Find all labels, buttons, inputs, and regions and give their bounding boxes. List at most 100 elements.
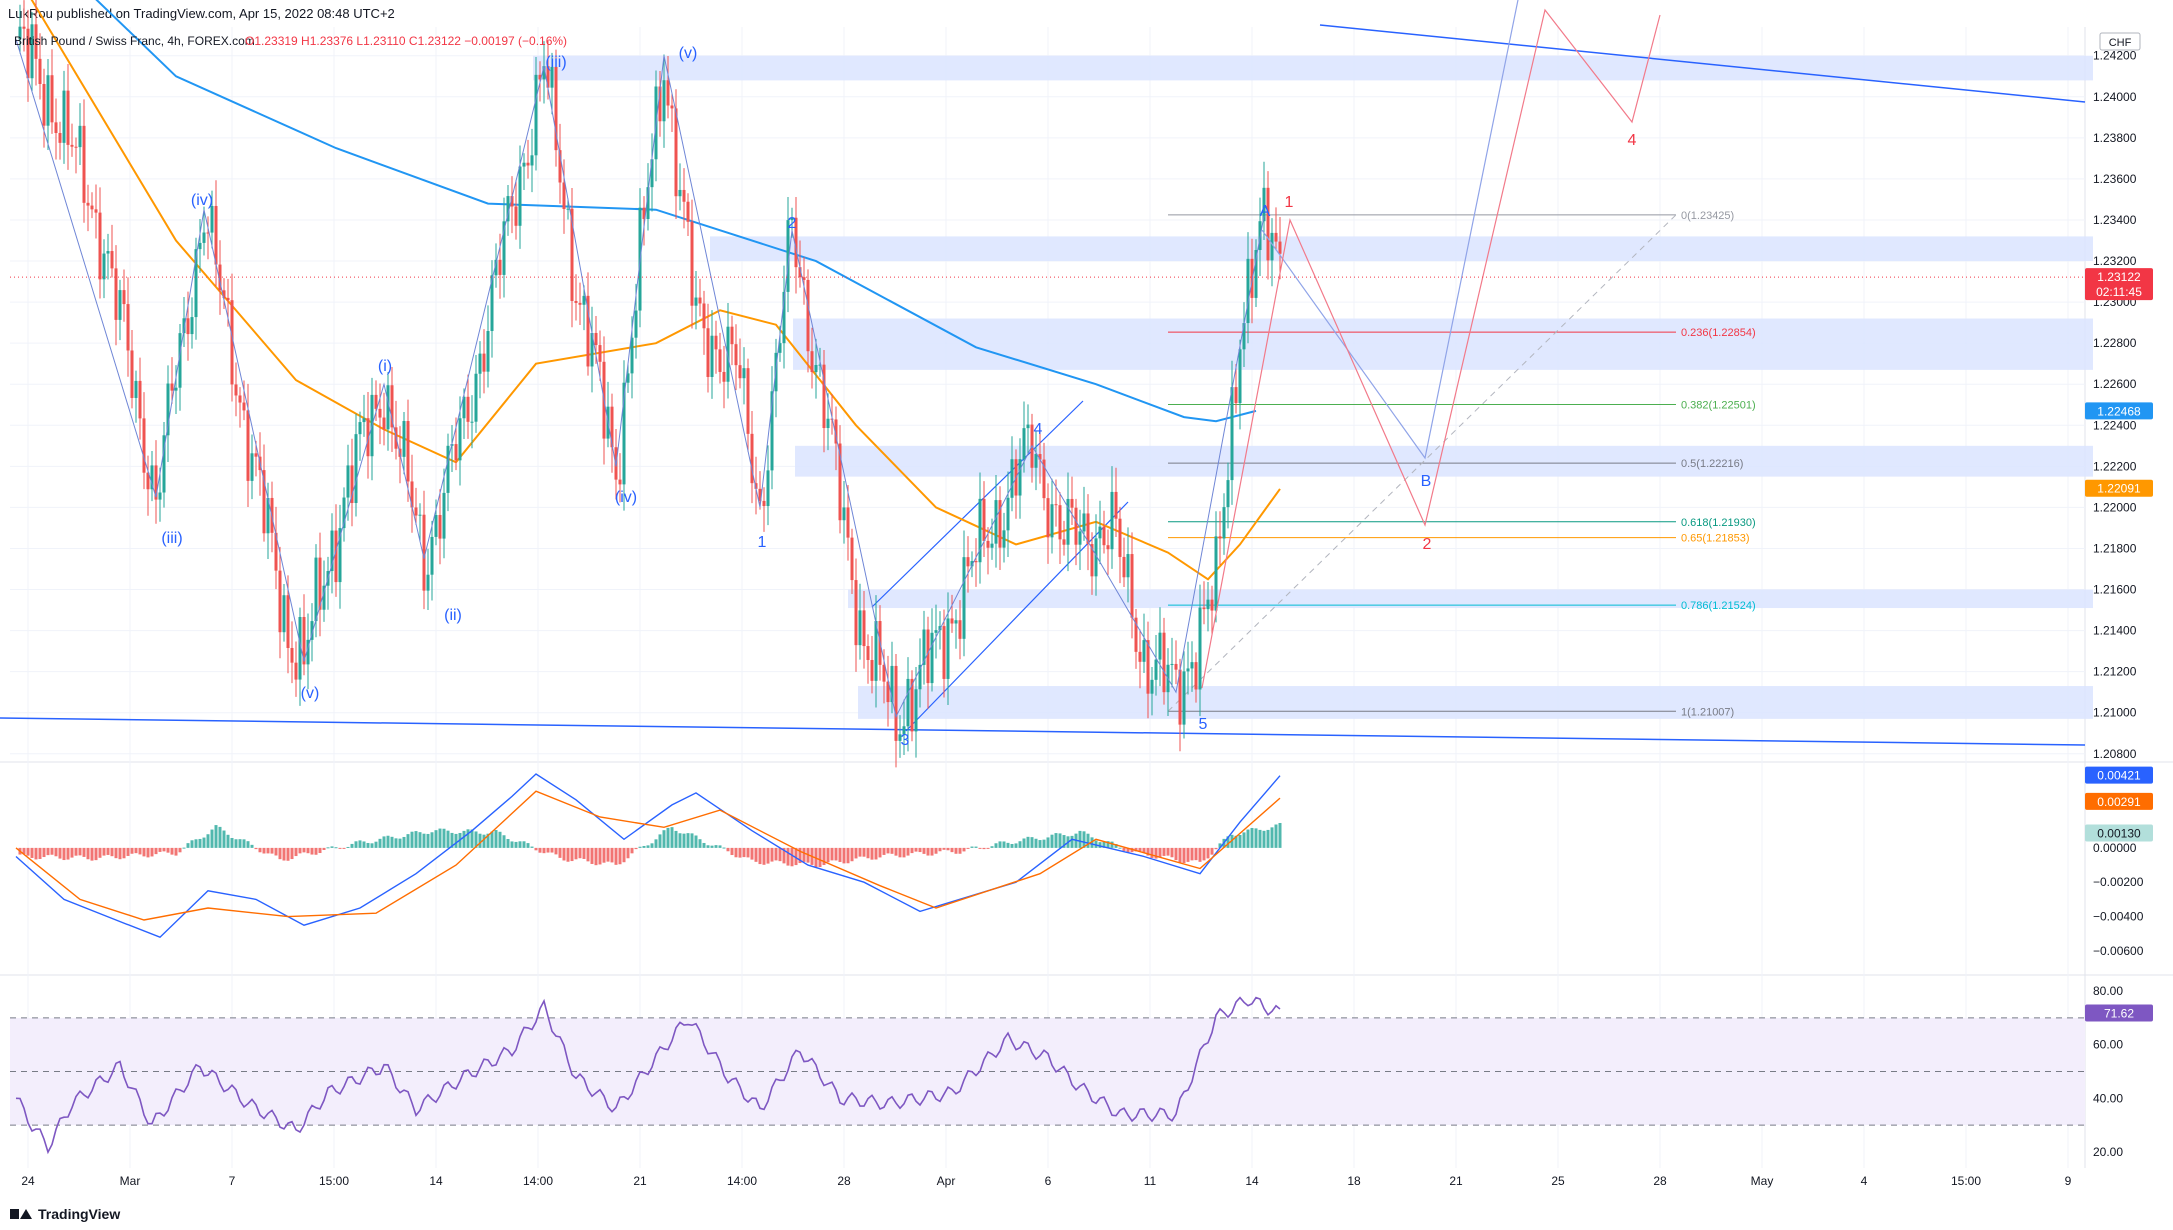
histogram-bar [1194, 847, 1198, 861]
candle-body [998, 500, 1002, 548]
candle-body [1070, 498, 1074, 508]
candle-body [158, 492, 162, 500]
histogram-bar [462, 830, 466, 848]
time-tick-label: 28 [1653, 1174, 1667, 1188]
histogram-bar [118, 847, 122, 860]
candle-body [898, 734, 902, 741]
histogram-bar [530, 846, 534, 848]
price-badge-value: 1.23122 [2097, 270, 2141, 284]
candle-body [54, 122, 58, 133]
candle-body [730, 326, 734, 345]
candle-body [1022, 428, 1026, 460]
candle-body [1270, 232, 1274, 261]
histogram-bar [970, 846, 974, 848]
candle-body [106, 251, 110, 254]
candle-body [1162, 632, 1166, 693]
histogram-bar [162, 847, 166, 852]
candle-body [90, 205, 94, 210]
histogram-bar [282, 847, 286, 861]
candle-body [1042, 459, 1046, 499]
candle-body [926, 629, 930, 684]
candle-body [914, 689, 918, 732]
candle-body [1186, 668, 1190, 672]
histogram-bar [690, 833, 694, 848]
candle-body [574, 300, 578, 303]
candle-body [418, 514, 422, 516]
chart-canvas[interactable]: 1.24200 1.24000 1.23800 1.23600 1.23400 1.232… [0, 0, 2173, 1197]
histogram-bar [646, 845, 650, 848]
candle-body [690, 221, 694, 306]
histogram-bar [422, 833, 426, 848]
histogram-bar [170, 847, 174, 855]
histogram-bar [1054, 833, 1058, 848]
histogram-bar [622, 847, 626, 863]
histogram-bar [378, 838, 382, 848]
histogram-bar [850, 847, 854, 862]
price-badge [2085, 479, 2153, 497]
candle-body [766, 470, 770, 507]
candle-body [166, 383, 170, 436]
histogram-bar [698, 839, 702, 848]
histogram-bar [122, 847, 126, 859]
histogram-bar [790, 847, 794, 867]
histogram-bar [606, 847, 610, 862]
histogram-bar [1118, 847, 1122, 849]
wave-label: B [1421, 473, 1432, 490]
ohlc-legend: O1.23319 H1.23376 L1.23110 C1.23122 −0.0… [245, 34, 567, 48]
histogram-bar [1062, 835, 1066, 848]
histogram-bar [994, 843, 998, 848]
histogram-bar [1002, 841, 1006, 848]
histogram-bar [958, 847, 962, 854]
candle-body [438, 514, 442, 539]
histogram-bar [922, 847, 926, 854]
histogram-bar [1006, 842, 1010, 848]
price-tick-label: 1.21600 [2093, 583, 2137, 597]
histogram-bar [370, 843, 374, 848]
candle-body [1150, 679, 1154, 694]
wave-label: (iii) [545, 54, 566, 71]
candle-body [694, 297, 698, 306]
histogram-bar [726, 847, 730, 852]
candle-body [538, 74, 542, 80]
candle-body [170, 383, 174, 391]
resistance-support-zone [533, 55, 2093, 81]
candle-body [734, 344, 738, 366]
candle-body [930, 632, 934, 684]
histogram-bar [390, 836, 394, 848]
candle-body [506, 196, 510, 222]
histogram-bar [126, 847, 130, 856]
candle-body [514, 206, 518, 226]
candle-body [698, 297, 702, 304]
histogram-bar [1230, 834, 1234, 848]
histogram-bar [402, 836, 406, 848]
wave-label: 5 [1199, 716, 1208, 733]
candle-body [334, 530, 338, 583]
candle-body [162, 435, 166, 493]
histogram-bar [110, 847, 114, 857]
histogram-bar [1214, 847, 1218, 850]
histogram-bar [1198, 847, 1202, 862]
histogram-bar [74, 847, 78, 856]
candle-body [26, 28, 30, 79]
histogram-bar [986, 847, 990, 849]
rsi-badge [2085, 1004, 2153, 1022]
candle-body [1218, 536, 1222, 539]
candle-body [630, 337, 634, 374]
brand-text: TradingView [38, 1205, 121, 1222]
histogram-bar [982, 847, 986, 850]
candle-body [278, 570, 282, 633]
time-tick-label: 14 [1245, 1174, 1259, 1188]
candle-body [594, 332, 598, 346]
time-tick-label: 15:00 [319, 1174, 349, 1188]
candle-body [726, 326, 730, 382]
candle-body [378, 408, 382, 418]
candle-body [1142, 640, 1146, 662]
candle-body [1082, 513, 1086, 532]
candle-body [254, 453, 258, 457]
candle-body [870, 659, 874, 681]
candle-body [470, 421, 474, 423]
candle-body [886, 681, 890, 703]
candle-body [918, 664, 922, 690]
resistance-support-zone [858, 686, 2093, 719]
histogram-bar [902, 847, 906, 858]
